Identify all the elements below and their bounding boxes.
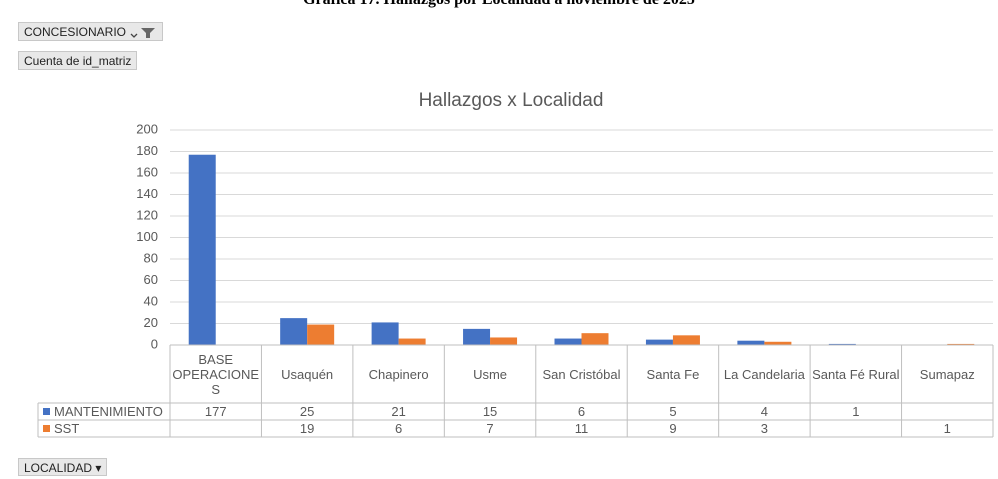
- y-tick-label: 120: [136, 207, 158, 222]
- table-value: 3: [760, 421, 768, 436]
- table-value: [170, 420, 261, 437]
- x-tick-label: Usme: [473, 366, 508, 382]
- legend-key: [43, 425, 50, 432]
- x-tick-label: Usaquén: [281, 366, 334, 382]
- bar: [764, 341, 792, 345]
- table-value: 6: [394, 421, 403, 436]
- x-tick-label: Chapinero: [368, 366, 429, 382]
- table-value: 21: [391, 404, 406, 419]
- table-value: 7: [486, 421, 494, 436]
- axis-button[interactable]: LOCALIDAD ▾: [18, 458, 108, 476]
- table-value: 4: [760, 404, 768, 419]
- y-tick-label: 140: [136, 186, 158, 201]
- table-value: 177: [204, 404, 227, 419]
- y-tick-label: 160: [136, 164, 158, 179]
- bar: [737, 340, 765, 345]
- y-tick-label: 200: [136, 121, 158, 136]
- legend-key: [43, 408, 50, 415]
- table-value: 5: [669, 404, 677, 419]
- page-heading: Grafica 17. Hallazgos por Localidad a no…: [0, 0, 998, 9]
- table-value: 15: [482, 404, 498, 419]
- y-tick-label: 100: [136, 229, 158, 244]
- y-tick-label: 40: [144, 293, 158, 308]
- y-tick-label: 0: [151, 336, 158, 351]
- table-value: 25: [299, 404, 315, 419]
- y-tick-label: 80: [144, 250, 158, 265]
- y-tick-label: 180: [136, 143, 158, 158]
- bar: [307, 324, 335, 345]
- table-value: 9: [669, 421, 677, 436]
- legend-label: SST: [54, 421, 80, 436]
- table-value: 11: [574, 421, 589, 436]
- bar: [828, 343, 856, 345]
- chart-title: Hallazgos x Localidad: [419, 90, 604, 111]
- x-tick-label: BASE OPERACIONES: [172, 351, 260, 397]
- x-tick-label: Santa Fé Rural: [812, 366, 900, 382]
- table-value: [902, 403, 993, 420]
- bar: [672, 335, 700, 345]
- filter-button[interactable]: CONCESIONARIO: [18, 22, 164, 41]
- bar: [490, 337, 518, 345]
- bar: [188, 154, 216, 345]
- axis-button-label: LOCALIDAD: [24, 461, 93, 475]
- bar: [398, 338, 426, 345]
- x-tick-label: La Candelaria: [723, 366, 805, 382]
- table-value: 19: [299, 421, 315, 436]
- filter-icon: [130, 27, 156, 38]
- x-tick-label: Sumapaz: [919, 366, 975, 382]
- x-tick-label: Santa Fe: [646, 366, 700, 382]
- y-tick-label: 60: [144, 272, 158, 287]
- bar: [947, 343, 975, 345]
- bar: [554, 338, 582, 345]
- table-value: [810, 420, 901, 437]
- table-value: 6: [577, 404, 586, 419]
- legend-label: MANTENIMIENTO: [54, 404, 163, 419]
- bar: [645, 339, 673, 345]
- filter-button-label: CONCESIONARIO: [24, 25, 127, 39]
- bar: [371, 322, 399, 345]
- bar: [463, 328, 491, 345]
- value-button[interactable]: Cuenta de id_matriz: [18, 51, 138, 70]
- table-value: 1: [852, 404, 860, 419]
- x-tick-label: San Cristóbal: [542, 366, 621, 382]
- bar: [280, 318, 308, 345]
- table-value: 1: [943, 421, 951, 436]
- bar: [581, 333, 609, 345]
- y-tick-label: 20: [144, 315, 158, 330]
